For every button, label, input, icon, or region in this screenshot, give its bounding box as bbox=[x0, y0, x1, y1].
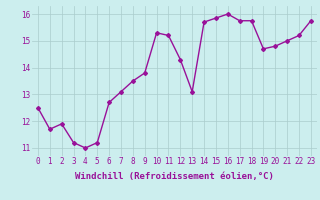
X-axis label: Windchill (Refroidissement éolien,°C): Windchill (Refroidissement éolien,°C) bbox=[75, 172, 274, 181]
